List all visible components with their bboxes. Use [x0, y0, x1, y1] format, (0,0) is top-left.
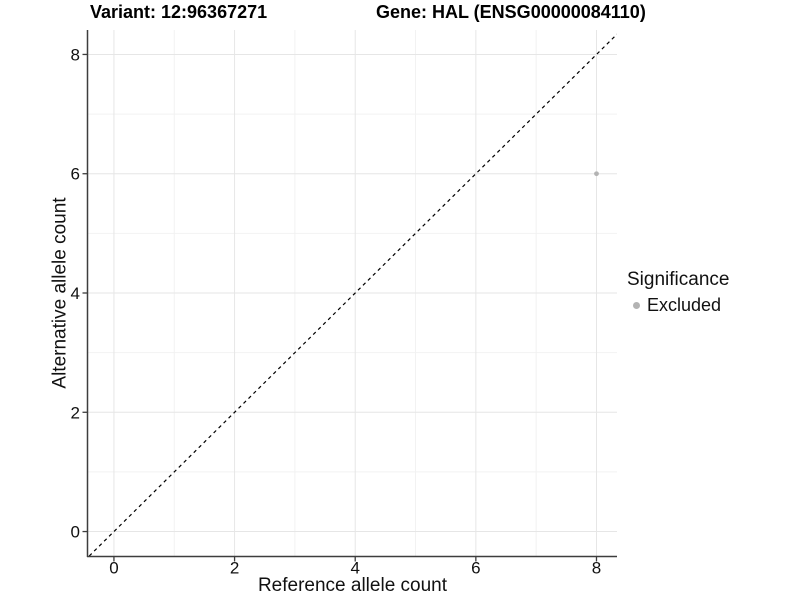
y-tick-label: 0	[71, 523, 80, 542]
legend-item-label: Excluded	[647, 295, 722, 315]
identity-line	[88, 33, 617, 556]
legend-dot-icon	[633, 302, 640, 309]
plot-title-variant: Variant: 12:96367271	[90, 2, 268, 22]
plot-title-gene: Gene: HAL (ENSG00000084110)	[376, 2, 646, 22]
x-tick-label: 0	[109, 559, 118, 578]
legend-item: Excluded	[627, 295, 729, 316]
legend-items: Excluded	[627, 295, 729, 316]
x-tick-label: 8	[592, 559, 601, 578]
x-tick-label: 4	[350, 559, 359, 578]
legend-title: Significance	[627, 269, 730, 290]
y-axis-title-box: Alternative allele count	[35, 30, 87, 556]
x-tick-label: 6	[471, 559, 480, 578]
y-tick-label: 6	[71, 165, 80, 184]
data-point	[594, 171, 599, 177]
y-tick-label: 4	[71, 284, 80, 303]
x-tick-label: 2	[230, 559, 239, 578]
x-axis-title: Reference allele count	[257, 575, 448, 596]
y-tick-label: 8	[71, 45, 80, 64]
y-tick-label: 2	[71, 403, 80, 422]
y-axis-title: Alternative allele count	[50, 197, 72, 389]
legend: Significance Excluded	[627, 269, 729, 316]
